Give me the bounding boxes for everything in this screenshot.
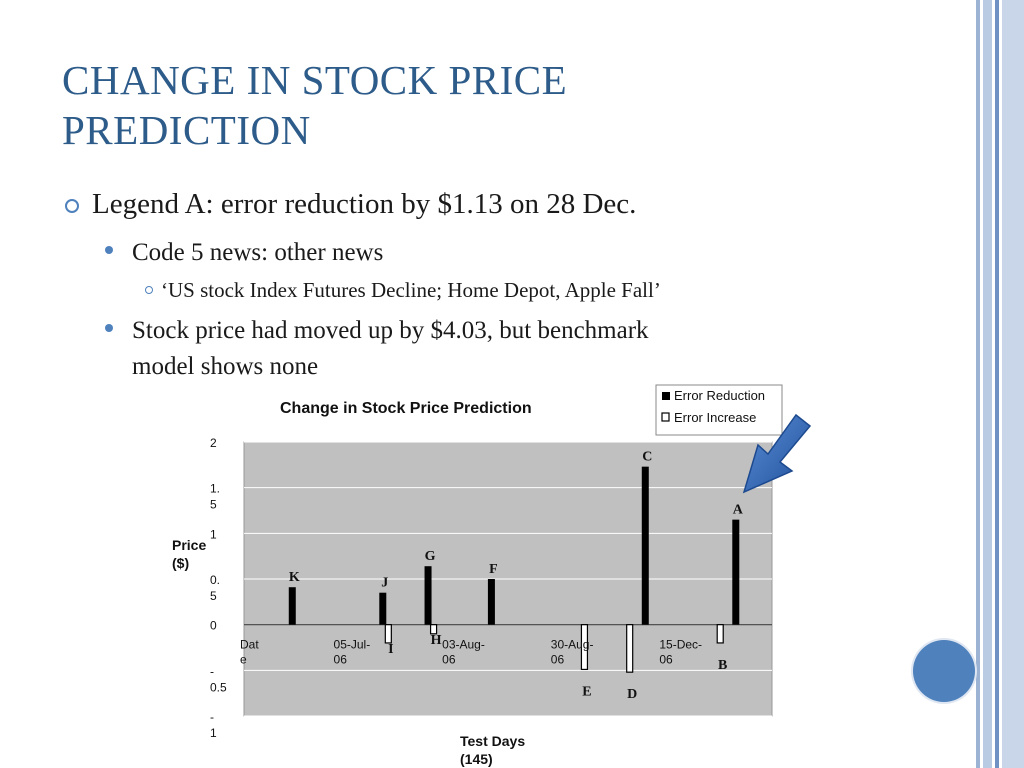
bar-label: F	[489, 562, 498, 577]
decor-bar	[995, 0, 999, 768]
chart-title: Change in Stock Price Prediction	[280, 400, 532, 417]
bullet-text: Legend A: error reduction by $1.13 on 28…	[92, 188, 637, 220]
x-tick-label: Dat	[240, 638, 259, 652]
bar-error-reduction	[424, 566, 432, 625]
y-tick-label: 1	[210, 527, 217, 541]
legend: Error Reduction Error Increase	[655, 384, 783, 436]
y-tick-label: -	[210, 664, 214, 678]
bar-error-increase	[384, 624, 392, 644]
bar-error-reduction	[487, 579, 495, 625]
arrow-icon	[738, 412, 818, 502]
decor-bar	[983, 0, 992, 768]
x-tick-label: 06	[551, 653, 565, 667]
bullet-text: ‘US stock Index Futures Decline; Home De…	[161, 278, 661, 302]
x-tick-label: 03-Aug-	[442, 638, 485, 652]
bar-label: G	[425, 549, 436, 564]
bar-label: K	[289, 570, 300, 585]
legend-swatch	[661, 412, 670, 422]
title-line: PREDICTION	[62, 107, 311, 153]
legend-label: Error Reduction	[674, 388, 765, 403]
y-tick-label: 2	[210, 436, 217, 450]
x-tick-label: 15-Dec-	[659, 638, 702, 652]
bullet-text-line: model shows none	[132, 353, 319, 380]
bullet-text: Code 5 news: other news	[132, 239, 384, 266]
decorative-circle	[913, 640, 975, 702]
y-axis-label: ($)	[172, 555, 189, 571]
bar-label: A	[733, 503, 744, 518]
bar-label: E	[582, 684, 591, 699]
x-axis-label: (145)	[460, 751, 493, 767]
bar-error-reduction	[288, 587, 296, 625]
y-tick-label: 0.	[210, 573, 220, 587]
dot-bullet-icon	[105, 246, 113, 254]
y-tick-label: 0.5	[210, 680, 227, 694]
decor-bar	[1002, 0, 1024, 768]
bar-label: C	[642, 450, 652, 465]
ring-bullet-icon	[145, 286, 153, 294]
bar-label: D	[627, 687, 637, 702]
bar-label: B	[718, 658, 727, 673]
legend-box	[655, 384, 783, 436]
bar-error-reduction	[732, 519, 740, 625]
legend-swatch	[662, 392, 670, 400]
x-axis-label: Test Days	[460, 733, 525, 749]
bullet-text-line: Stock price had moved up by $4.03, but b…	[132, 317, 649, 344]
y-tick-label: 1	[210, 726, 217, 740]
bar-error-increase	[429, 624, 438, 635]
y-tick-label: 5	[210, 589, 217, 603]
bar-label: H	[431, 633, 442, 648]
bar-error-reduction	[379, 592, 387, 625]
bar-labels: K J G F C A I H E D B	[289, 450, 744, 703]
gridlines	[244, 441, 772, 717]
bars	[288, 466, 740, 673]
bar-label: J	[381, 576, 388, 591]
y-tick-label: 0	[210, 619, 217, 633]
dot-bullet-icon	[105, 324, 113, 332]
x-tick-label: 06	[334, 653, 348, 667]
slide-title: CHANGE IN STOCK PRICE PREDICTION	[62, 55, 762, 155]
y-tick-label: -	[210, 710, 214, 724]
bar-label: I	[388, 642, 393, 657]
bullet-text: Stock price had moved up by $4.03, but b…	[132, 313, 649, 385]
title-line: CHANGE IN STOCK PRICE	[62, 57, 568, 103]
x-tick-label: e	[240, 653, 247, 667]
y-tick-label: 5	[210, 498, 217, 512]
bar-error-reduction	[641, 466, 649, 625]
decor-bar	[976, 0, 980, 768]
y-tick-labels: 21.510.50-0.5-1	[210, 436, 227, 740]
y-axis-label: Price	[172, 537, 206, 553]
x-tick-label: 30-Aug-	[551, 638, 594, 652]
bar-error-increase	[626, 624, 634, 673]
legend-label: Error Increase	[674, 410, 756, 425]
bar-error-increase	[580, 624, 589, 671]
x-tick-label: 05-Jul-	[334, 638, 371, 652]
y-tick-label: 1.	[210, 482, 220, 496]
x-tick-label: 06	[442, 653, 456, 667]
right-decorative-bars	[976, 0, 1024, 768]
bar-error-increase	[716, 624, 724, 644]
ring-bullet-icon	[65, 199, 79, 213]
x-tick-label: 06	[659, 653, 673, 667]
